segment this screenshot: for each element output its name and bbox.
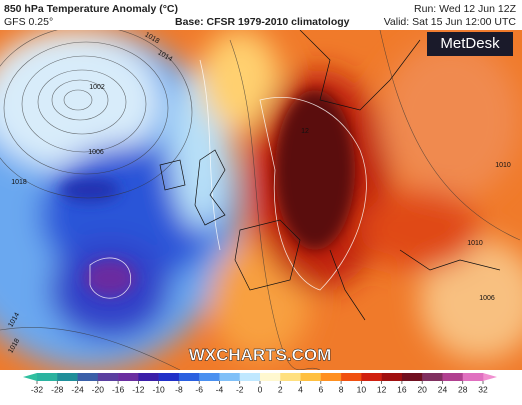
- colorbar-low-arrow: [23, 373, 37, 381]
- colorbar-high-arrow: [483, 373, 497, 381]
- colorbar-segment: [462, 373, 484, 381]
- isobar-label: 12: [301, 128, 309, 135]
- colorbar-segment: [138, 373, 159, 381]
- colorbar-tick-label: -8: [175, 384, 183, 394]
- colorbar-segment: [158, 373, 180, 381]
- run: Run: Wed 12 Jun 12Z: [414, 3, 517, 15]
- colorbar-segment: [280, 373, 301, 381]
- colorbar-segment: [118, 373, 139, 381]
- colorbar-segment: [442, 373, 464, 381]
- colorbar-segment: [361, 373, 382, 381]
- colorbar-tick-label: -10: [152, 384, 165, 394]
- base: Base: CFSR 1979-2010 climatology: [175, 16, 350, 28]
- colorbar-segment: [341, 373, 362, 381]
- colorbar-tick-label: 32: [478, 384, 488, 394]
- colorbar-segment: [199, 373, 220, 381]
- title: 850 hPa Temperature Anomaly (°C): [4, 3, 178, 15]
- colorbar-segment: [239, 373, 261, 381]
- colorbar-tick-label: 24: [438, 384, 448, 394]
- colorbar-tick-label: 20: [417, 384, 427, 394]
- isobar-label: 1018: [11, 179, 27, 186]
- colorbar-segment: [57, 373, 78, 381]
- logo-box: [427, 32, 513, 56]
- colorbar-segment: [320, 373, 342, 381]
- colorbar-tick-label: 4: [298, 384, 303, 394]
- colorbar-tick-label: -24: [71, 384, 84, 394]
- isobar-label: 1006: [479, 295, 495, 302]
- colorbar-tick-label: -28: [51, 384, 64, 394]
- colorbar-tick-label: 12: [377, 384, 387, 394]
- isobar-label: 1002: [89, 84, 105, 91]
- colorbar-tick-label: -2: [236, 384, 244, 394]
- map-field: [0, 30, 522, 370]
- colorbar-tick-label: -6: [195, 384, 203, 394]
- colorbar-tick-label: -32: [31, 384, 44, 394]
- isobar-label: 1010: [495, 162, 511, 169]
- colorbar-tick-label: -20: [92, 384, 105, 394]
- colorbar-segment: [97, 373, 119, 381]
- colorbar-segment: [178, 373, 200, 381]
- colorbar-tick-label: 16: [397, 384, 407, 394]
- colorbar-tick-label: -12: [132, 384, 145, 394]
- colorbar-tick-label: 2: [278, 384, 283, 394]
- colorbar-tick-label: -4: [216, 384, 224, 394]
- colorbar-tick-label: 6: [318, 384, 323, 394]
- colorbar-tick-label: 0: [258, 384, 263, 394]
- colorbar-segment: [422, 373, 443, 381]
- colorbar-segment: [77, 373, 99, 381]
- colorbar-tick-label: 10: [357, 384, 367, 394]
- model: GFS 0.25°: [4, 16, 53, 28]
- colorbar-segment: [401, 373, 423, 381]
- watermark: WXCHARTS.COM: [189, 345, 332, 364]
- colorbar-segment: [300, 373, 322, 381]
- isobar-label: 1010: [467, 240, 483, 247]
- logo: MetDesk: [440, 35, 500, 52]
- colorbar-segment: [260, 373, 281, 381]
- colorbar-tick-label: 28: [458, 384, 468, 394]
- colorbar-tick-label: -16: [112, 384, 125, 394]
- isobar-label: 1006: [88, 149, 104, 156]
- colorbar: -32 -28 -24 -20 -16 -12 -10 -8 -6 -4 -2 0 2 4 6 8 10 12 16…: [23, 373, 497, 394]
- colorbar-segment: [37, 373, 58, 381]
- colorbar-segment: [381, 373, 403, 381]
- colorbar-segment: [219, 373, 241, 381]
- valid-time: Valid: Sat 15 Jun 12:00 UTC: [384, 16, 517, 28]
- colorbar-tick-label: 8: [339, 384, 344, 394]
